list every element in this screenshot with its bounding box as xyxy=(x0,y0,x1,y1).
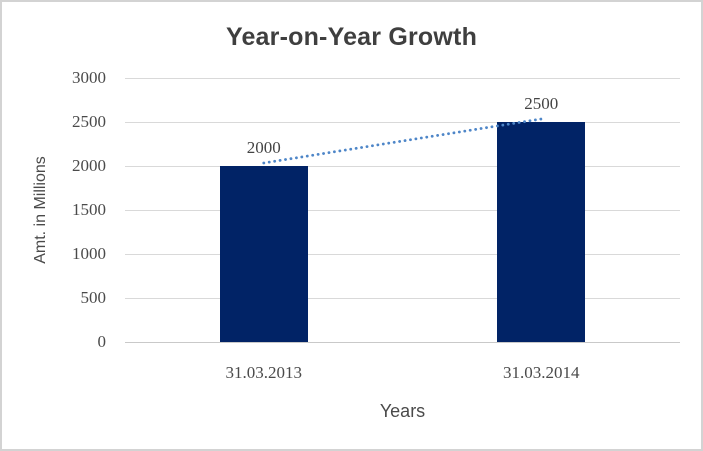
gridline xyxy=(125,78,680,79)
bar-data-label: 2000 xyxy=(246,138,281,157)
y-tick-label: 1000 xyxy=(72,244,106,263)
chart-title: Year-on-Year Growth xyxy=(225,23,478,51)
gridline xyxy=(125,166,680,167)
bar xyxy=(219,166,308,342)
gridline xyxy=(125,298,680,299)
y-tick-label: 0 xyxy=(97,332,107,351)
x-axis-title: Years xyxy=(379,401,426,421)
y-tick-label: 1500 xyxy=(72,200,106,219)
gridline xyxy=(125,210,680,211)
y-tick-label: 500 xyxy=(80,288,107,307)
x-tick-label: 31.03.2013 xyxy=(225,363,303,382)
bar-data-label: 2500 xyxy=(524,94,559,113)
y-tick-label: 2500 xyxy=(72,112,106,131)
y-tick-label: 3000 xyxy=(72,68,106,87)
gridline xyxy=(125,254,680,255)
x-tick-label: 31.03.2014 xyxy=(503,363,580,382)
y-tick-label: 2000 xyxy=(72,156,106,175)
gridline xyxy=(125,342,680,343)
